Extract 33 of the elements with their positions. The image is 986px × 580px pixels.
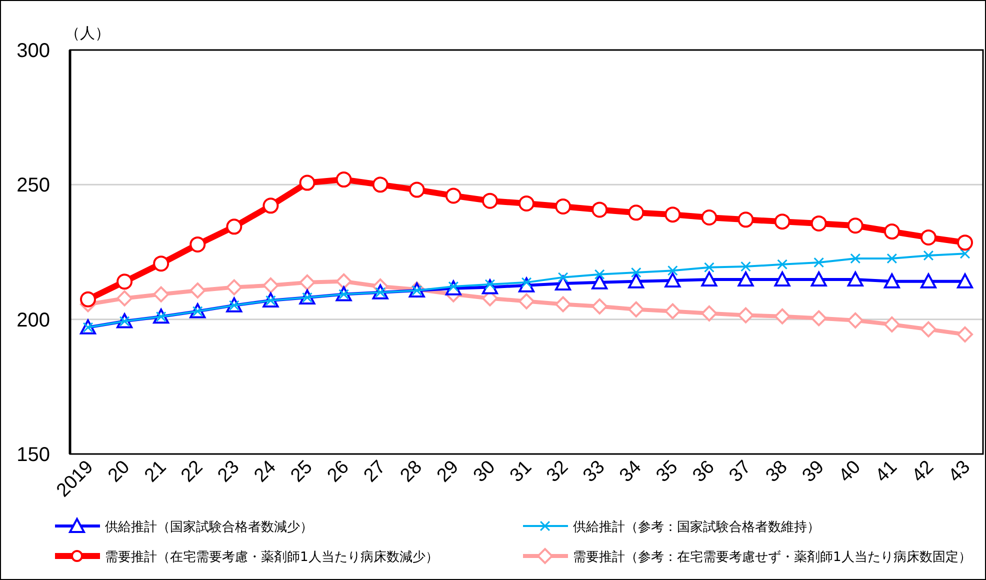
x-tick-label: 23: [214, 456, 244, 486]
x-tick-label: 32: [542, 456, 573, 486]
y-tick-label: 300: [16, 40, 50, 62]
y-axis-title: （人）: [65, 24, 110, 42]
x-tick-label: 21: [140, 456, 171, 486]
x-tick-label: 42: [908, 456, 938, 486]
x-tick-label: 39: [798, 456, 828, 486]
x-tick-label: 34: [616, 456, 646, 486]
legend-label: 供給推計（参考：国家試験合格者数維持）: [573, 519, 820, 535]
x-tick-label: 30: [470, 456, 500, 486]
y-tick-label: 250: [16, 174, 50, 197]
x-tick-label: 31: [506, 456, 536, 486]
x-tick-label: 43: [944, 456, 975, 486]
x-tick-label: 41: [872, 456, 902, 486]
x-tick-label: 26: [324, 456, 354, 486]
y-tick-label: 150: [16, 444, 50, 466]
x-tick-label: 38: [762, 456, 792, 486]
x-tick-label: 24: [250, 456, 281, 486]
x-tick-label: 25: [286, 456, 317, 486]
x-tick-label: 22: [177, 456, 208, 486]
x-tick-label: 29: [433, 456, 463, 486]
x-tick-label: 37: [725, 456, 756, 486]
legend-label: 需要推計（在宅需要考慮・薬剤師1人当たり病床数減少）: [105, 549, 438, 565]
x-tick-label: 35: [652, 456, 682, 486]
x-tick-label: 33: [579, 456, 610, 486]
x-tick-label: 28: [396, 456, 426, 486]
x-tick-label: 40: [835, 456, 865, 486]
x-tick-label: 36: [688, 456, 719, 486]
legend-label: 供給推計（国家試験合格者数減少）: [105, 519, 313, 535]
y-tick-label: 200: [16, 309, 50, 332]
legend-label: 需要推計（参考：在宅需要考慮せず・薬剤師1人当たり病床数固定）: [573, 549, 972, 565]
x-tick-label: 27: [360, 456, 390, 486]
x-tick-label: 20: [104, 456, 134, 486]
